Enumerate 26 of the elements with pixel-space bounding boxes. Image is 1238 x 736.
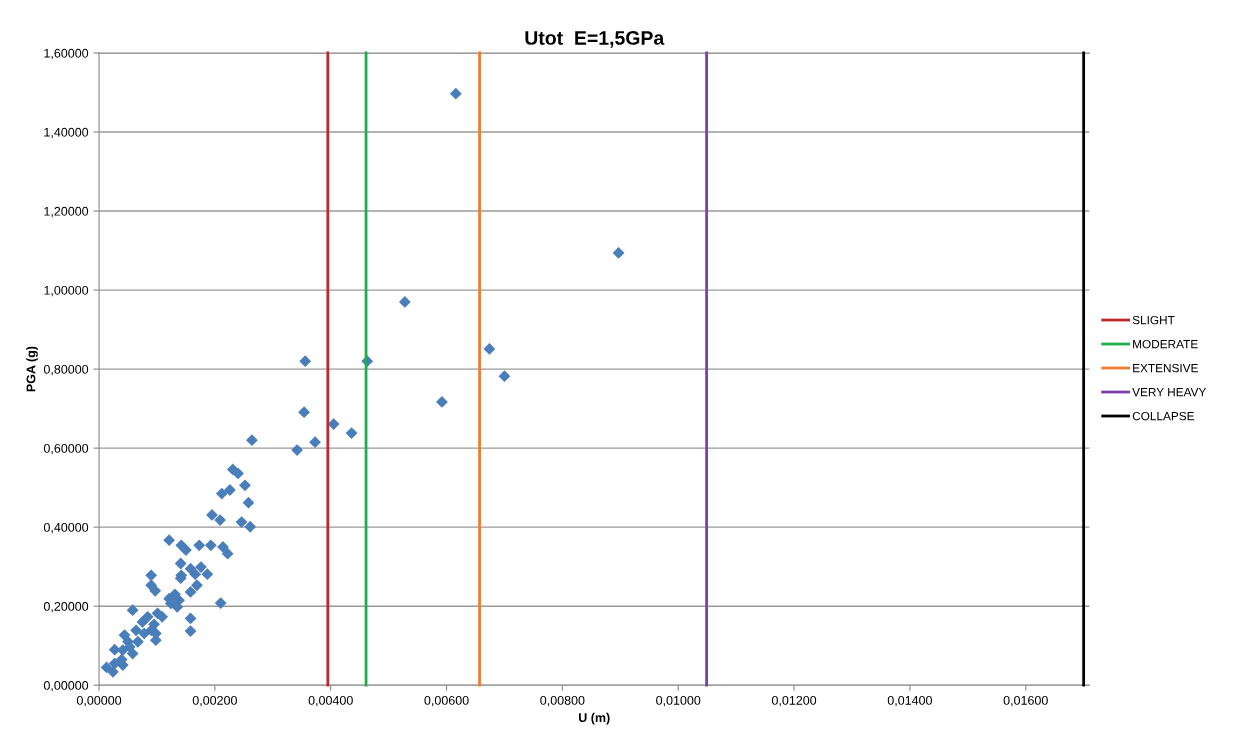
legend-label: SLIGHT <box>1132 315 1175 325</box>
x-tick-label: 0,01600 <box>1003 695 1048 707</box>
y-tick-label: 0,60000 <box>43 443 89 455</box>
legend-label: COLLAPSE <box>1132 411 1194 421</box>
y-tick-label: 0,00000 <box>43 681 89 692</box>
x-tick-label: 0,00800 <box>540 695 585 707</box>
x-tick-label: 0,00400 <box>308 695 353 707</box>
legend-label: MODERATE <box>1133 339 1198 349</box>
y-tick-label: 1,20000 <box>44 206 89 218</box>
y-tick-label: 0,20000 <box>43 601 89 613</box>
legend-label: VERY HEAVY <box>1132 388 1207 397</box>
x-tick-label: 0,01000 <box>656 695 701 707</box>
y-axis-title: PGA (g) <box>26 346 38 392</box>
y-tick-label: 1,60000 <box>44 48 89 60</box>
x-tick-label: 0,00200 <box>192 695 237 707</box>
y-tick-label: 1,40000 <box>44 127 89 139</box>
x-tick-label: 0,01400 <box>887 695 932 707</box>
y-tick-label: 1,00000 <box>44 285 89 297</box>
y-tick-label: 0,80000 <box>43 364 89 376</box>
legend-label: EXTENSIVE <box>1133 363 1198 373</box>
x-tick-label: 0,00000 <box>76 695 122 707</box>
chart-title: Utot E=1,5GPa <box>525 31 665 48</box>
x-tick-label: 0,01200 <box>771 695 817 707</box>
x-tick-label: 0,00600 <box>424 695 469 707</box>
y-tick-label: 0,40000 <box>43 522 89 534</box>
x-axis-title: U (m) <box>579 712 610 725</box>
